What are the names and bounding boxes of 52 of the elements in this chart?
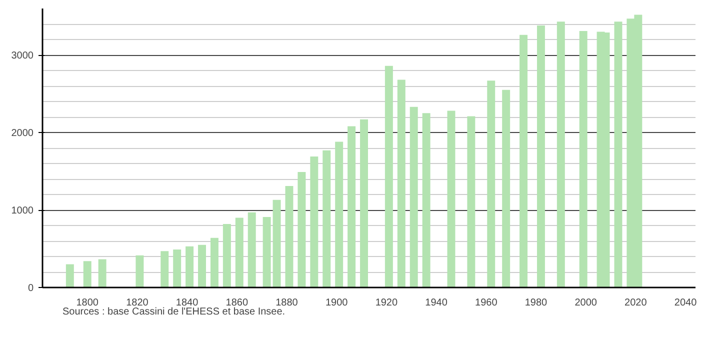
bar [502,90,510,288]
bar [335,142,344,288]
bar [322,150,331,288]
bar [397,80,406,288]
x-tick-label: 1980 [524,298,548,308]
bar [160,251,169,288]
bar [410,106,418,288]
x-tick-label: 1820 [126,298,149,308]
bar [136,255,144,288]
bar [487,80,496,288]
x-tick-label: 1920 [375,298,398,308]
x-tick-label: 2020 [624,298,648,308]
bar [198,244,206,288]
bar [98,259,106,288]
bar [272,200,281,288]
bar [614,22,622,288]
y-tick-label: 1000 [11,206,34,216]
bar [536,26,545,288]
x-tick-label: 2040 [674,298,698,308]
bar [262,216,271,288]
bar [235,218,244,288]
bar [210,238,218,288]
bar [310,156,318,288]
y-tick-label: 0 [28,283,34,294]
bar [556,22,565,288]
bar [248,212,256,288]
x-tick-label: 2000 [574,298,598,308]
y-tick-label: 3000 [11,50,34,62]
bar [66,264,74,288]
bar [348,126,356,288]
bar [222,224,231,288]
x-tick-label: 1800 [76,298,99,308]
bar [298,172,306,288]
bar [520,34,528,288]
bar [447,110,456,288]
bar [467,116,476,288]
bar [173,250,182,288]
bar [285,186,294,288]
x-tick-label: 1860 [226,298,248,308]
bar [360,119,368,288]
x-tick-label: 1880 [276,298,298,308]
bar [186,246,194,288]
source-note: Sources : base Cassini de l'EHESS et base Insee. [62,306,286,318]
x-tick-label: 1940 [425,298,448,308]
x-tick-label: 1960 [475,298,498,308]
bar [384,66,393,288]
bar [579,30,588,288]
x-tick-label: 1840 [176,298,199,308]
y-tick-label: 2000 [11,128,34,139]
bar [83,261,92,288]
x-tick-label: 1900 [325,298,348,308]
bar [422,113,430,288]
